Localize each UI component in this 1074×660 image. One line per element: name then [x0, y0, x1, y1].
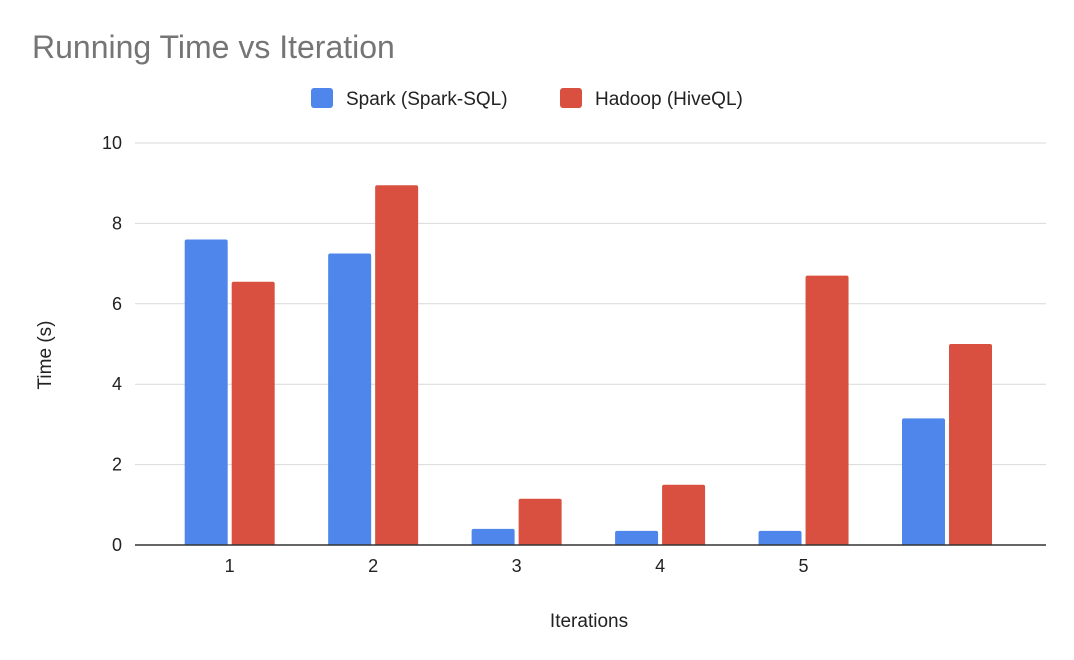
bar-hadoop	[375, 185, 419, 545]
chart-title: Running Time vs Iteration	[32, 29, 395, 65]
legend-label: Spark (Spark-SQL)	[346, 89, 508, 110]
y-tick-label: 4	[112, 374, 122, 394]
y-axis-label: Time (s)	[35, 321, 56, 390]
bar-spark	[184, 239, 228, 546]
legend: Spark (Spark-SQL) Hadoop (HiveQL)	[311, 88, 743, 110]
bar-spark	[328, 253, 372, 546]
gridlines	[135, 142, 1046, 466]
y-tick-label: 10	[102, 133, 122, 153]
bar-hadoop	[949, 344, 993, 545]
legend-swatch	[560, 88, 582, 108]
x-tick-label: 2	[368, 556, 378, 576]
x-axis-label: Iterations	[550, 611, 628, 632]
bar-hadoop	[231, 281, 275, 545]
legend-label: Hadoop (HiveQL)	[595, 89, 743, 110]
y-tick-label: 8	[112, 213, 122, 233]
bar-spark	[758, 530, 802, 545]
y-tick-label: 0	[112, 535, 122, 555]
bar-hadoop	[805, 275, 849, 545]
y-tick-label: 6	[112, 294, 122, 314]
bar-hadoop	[662, 484, 706, 545]
x-axis-ticks: 1 2 3 4 5	[225, 556, 809, 576]
bar-hadoop	[518, 498, 562, 545]
bar-spark	[615, 530, 659, 545]
x-tick-label: 3	[512, 556, 522, 576]
y-axis-ticks: 0 2 4 6 8 10	[102, 133, 122, 555]
bars	[184, 185, 993, 546]
bar-spark	[471, 528, 515, 545]
y-tick-label: 2	[112, 455, 122, 475]
legend-swatch	[311, 88, 333, 108]
bar-spark	[902, 418, 946, 545]
x-tick-label: 5	[799, 556, 809, 576]
x-tick-label: 1	[225, 556, 235, 576]
x-tick-label: 4	[655, 556, 665, 576]
